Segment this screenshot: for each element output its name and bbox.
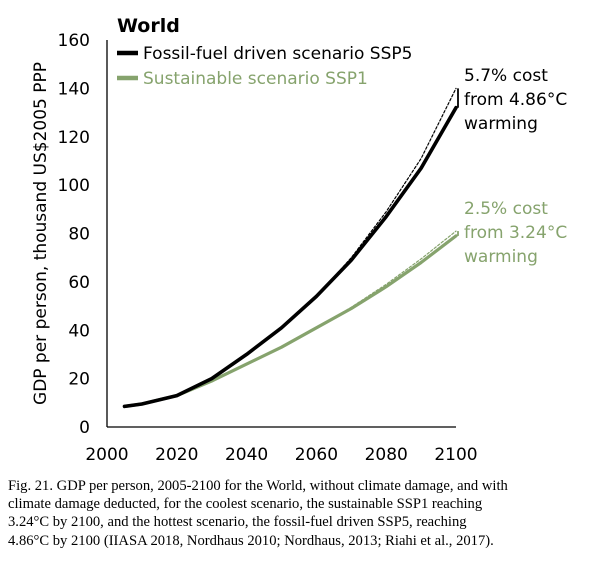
annotation-line: from 3.24°C [464, 223, 567, 243]
plot-area [106, 40, 456, 428]
annotation-line: warming [464, 247, 538, 267]
series-line-no-damage [123, 87, 457, 407]
x-tick-labels: 2000 2020 2040 2060 2080 2100 [85, 445, 477, 465]
x-tick-label: 2080 [365, 445, 408, 465]
legend-title: World [117, 15, 180, 37]
y-tick-label: 160 [58, 31, 90, 51]
x-tick-label: 2040 [225, 445, 268, 465]
y-tick-labels: 0 20 40 60 80 100 120 140 160 [58, 31, 90, 438]
y-tick-label: 140 [58, 79, 90, 99]
x-tick-label: 2000 [85, 445, 128, 465]
y-tick-label: 0 [79, 418, 90, 438]
legend: World Fossil-fuel driven scenario SSP5 Su… [117, 15, 412, 89]
annotation-line: from 4.86°C [464, 90, 567, 110]
y-tick-label: 120 [58, 128, 90, 148]
annotation-line: 2.5% cost [464, 199, 548, 219]
figure-caption: Fig. 21. GDP per person, 2005-2100 for t… [8, 477, 600, 550]
y-tick-label: 80 [68, 225, 90, 245]
caption-line: 3.24°C by 2100, and the hottest scenario… [8, 514, 467, 531]
x-tick-label: 2020 [155, 445, 198, 465]
caption-line: climate damage deducted, for the coolest… [8, 496, 483, 513]
y-tick-label: 60 [68, 273, 90, 293]
caption-line: Fig. 21. GDP per person, 2005-2100 for t… [8, 478, 508, 494]
y-tick-label: 100 [58, 176, 90, 196]
x-tick-label: 2060 [295, 445, 338, 465]
annotation-line: warming [464, 114, 538, 134]
y-tick-label: 40 [68, 321, 90, 341]
annotation-line: 5.7% cost [464, 66, 548, 86]
legend-label: Sustainable scenario SSP1 [143, 69, 368, 89]
y-axis-label: GDP per person, thousand US$2005 PPP [31, 62, 51, 405]
x-tick-label: 2100 [434, 445, 477, 465]
series-line [122, 105, 458, 409]
y-tick-label: 20 [68, 370, 90, 390]
legend-label: Fossil-fuel driven scenario SSP5 [143, 44, 412, 64]
annotations: 5.7% cost from 4.86°C warming 2.5% cost from… [457, 66, 567, 267]
series-layer [122, 87, 458, 409]
caption-line: 4.86°C by 2100 (IIASA 2018, Nordhaus 201… [8, 532, 494, 549]
